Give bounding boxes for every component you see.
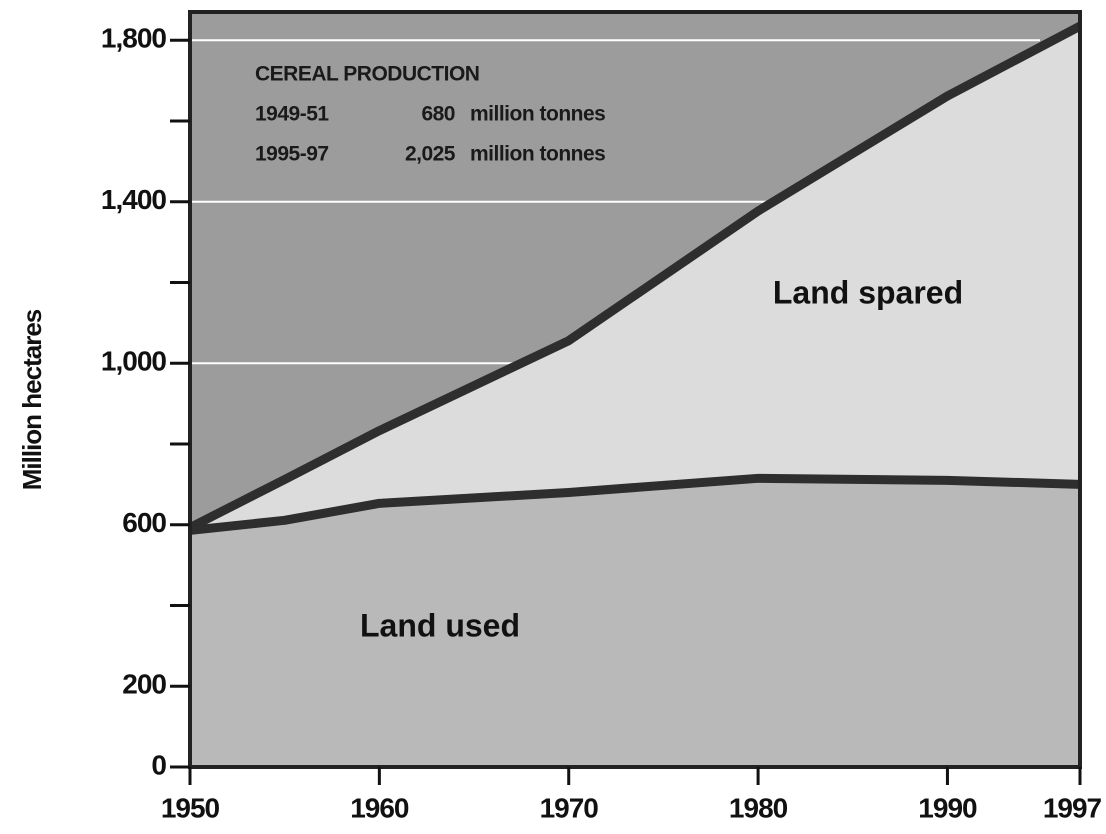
x-tick-label: 1960 bbox=[350, 792, 409, 823]
annotation-value: 2,025 bbox=[405, 143, 456, 166]
area-label: Land used bbox=[360, 607, 520, 643]
annotation-period: 1949-51 bbox=[255, 103, 329, 126]
annotation-unit: million tonnes bbox=[470, 143, 605, 166]
x-tick-label: 1997 bbox=[1043, 792, 1102, 823]
x-tick-label: 1950 bbox=[161, 792, 220, 823]
annotation-title: CEREAL PRODUCTION bbox=[255, 63, 479, 86]
y-tick-label: 1,800 bbox=[101, 23, 166, 54]
area-fill bbox=[190, 478, 1080, 767]
y-tick-label: 600 bbox=[122, 507, 166, 538]
x-tick-label: 1970 bbox=[540, 792, 599, 823]
annotation-period: 1995-97 bbox=[255, 143, 329, 166]
y-axis-label: Million hectares bbox=[17, 309, 47, 490]
chart: Million hectares Land spared Land used CER… bbox=[0, 0, 1106, 834]
y-tick-label: 1,000 bbox=[101, 346, 166, 377]
area-label: Land spared bbox=[773, 274, 963, 310]
x-tick-label: 1980 bbox=[729, 792, 788, 823]
y-tick-label: 0 bbox=[151, 749, 166, 780]
page: {"chart_data": { "type": "stacked-area",… bbox=[0, 0, 1106, 834]
x-tick-label: 1990 bbox=[918, 792, 977, 823]
y-tick-label: 200 bbox=[122, 669, 166, 700]
y-tick-label: 1,400 bbox=[101, 184, 166, 215]
annotation-value: 680 bbox=[421, 103, 455, 126]
annotation-unit: million tonnes bbox=[470, 103, 605, 126]
